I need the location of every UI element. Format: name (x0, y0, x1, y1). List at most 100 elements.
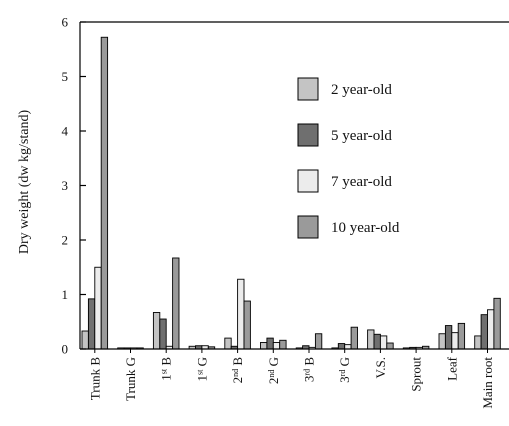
bar (100, 36, 109, 350)
bar (350, 326, 358, 350)
bar (272, 342, 281, 350)
legend-label: 7 year-old (331, 174, 392, 190)
bar-group (438, 322, 466, 350)
bar (279, 339, 287, 350)
bar (373, 333, 381, 350)
bar (451, 332, 459, 350)
x-tick-label: 3rd B (302, 357, 317, 382)
x-tick-label: Main root (480, 357, 495, 409)
x-tick-label-base: 1 (194, 375, 209, 382)
bar (172, 257, 180, 350)
x-tick-label-tail: B (230, 357, 245, 369)
legend-swatch (297, 215, 319, 239)
bar-group (474, 297, 501, 350)
legend-swatch (297, 169, 319, 193)
bar-group (260, 337, 287, 350)
x-tick-label: V.S. (373, 357, 388, 378)
bar-group (367, 329, 394, 350)
y-tick-label: 1 (62, 287, 69, 302)
x-tick-label-tail: B (302, 357, 317, 369)
x-tick-label-superscript: nd (231, 369, 240, 377)
x-tick-label-superscript: rd (338, 370, 347, 377)
bar-group (81, 36, 109, 350)
x-tick-label: 1st B (159, 357, 174, 381)
legend-label: 10 year-old (331, 220, 400, 236)
y-tick-label: 4 (62, 124, 69, 139)
bar-group (224, 278, 251, 350)
bar (224, 337, 232, 350)
y-tick-label: 6 (62, 15, 69, 30)
bar (94, 266, 102, 350)
bar (379, 335, 388, 350)
bar (237, 278, 245, 350)
x-tick-label: Sprout (409, 357, 424, 392)
y-axis-title: Dry weight (dw kg/stand) (17, 110, 32, 255)
bar (438, 333, 446, 350)
bar (487, 309, 495, 350)
bar (81, 330, 89, 350)
legend: 2 year-old 5 year-old 7 year-old 10 year-ol… (297, 77, 400, 239)
bar (243, 300, 251, 350)
x-tick-label-superscript: st (195, 369, 204, 375)
x-tick-label-tail: G (337, 357, 352, 370)
x-tick-label-base: 3 (302, 376, 317, 383)
bar (457, 322, 466, 350)
x-tick-label-base: Sprout (409, 357, 424, 392)
bar (444, 325, 453, 350)
y-tick-label: 2 (62, 233, 69, 248)
y-tick-label: 3 (62, 178, 69, 193)
x-tick-label-tail: B (159, 357, 174, 369)
x-tick-label-base: 2 (266, 378, 281, 385)
legend-label: 5 year-old (331, 128, 392, 144)
bar (386, 342, 394, 350)
bar (474, 335, 482, 350)
legend-label: 2 year-old (331, 82, 392, 98)
bar (314, 333, 323, 350)
legend-item: 5 year-old (297, 123, 392, 147)
x-tick-label: Trunk G (123, 357, 138, 401)
x-tick-label-base: V.S. (373, 357, 388, 378)
x-tick-label: 2nd B (230, 357, 245, 384)
x-tick-label-superscript: nd (266, 370, 275, 378)
legend-item: 7 year-old (297, 169, 392, 193)
x-tick-label-tail: G (194, 357, 209, 370)
x-tick-label-base: Trunk G (123, 357, 138, 401)
legend-item: 2 year-old (297, 77, 392, 101)
x-tick-label-base: Leaf (444, 356, 459, 380)
bar (152, 312, 161, 350)
x-tick-label: 2nd G (266, 357, 281, 384)
x-tick-label-superscript: rd (302, 369, 311, 376)
bar-group (331, 326, 358, 350)
x-tick-label-base: 3 (337, 376, 352, 383)
bar (367, 329, 375, 350)
x-tick-label-superscript: st (159, 368, 168, 374)
x-tick-label-base: 1 (159, 374, 174, 381)
bars-layer (81, 36, 501, 350)
y-tick-label: 0 (62, 342, 69, 357)
x-tick-label: 1st G (194, 357, 209, 381)
y-ticks: 0 1 2 3 4 5 6 (62, 15, 86, 357)
x-tick-label-base: 2 (230, 377, 245, 384)
x-tick-label: 3rd G (337, 357, 352, 383)
x-tick-label-tail: G (266, 357, 281, 370)
x-tick-label-base: Trunk B (87, 357, 102, 401)
bar (344, 344, 352, 350)
bar (266, 337, 274, 350)
x-tick-label: Trunk B (87, 357, 102, 401)
x-tick-label: Leaf (444, 356, 459, 380)
legend-swatch (297, 77, 319, 101)
bar (493, 297, 501, 350)
bar (87, 298, 96, 350)
bar-group (152, 257, 180, 350)
bar (260, 342, 268, 350)
x-tick-label-base: Main root (480, 357, 495, 409)
legend-swatch (297, 123, 319, 147)
y-tick-label: 5 (62, 69, 69, 84)
bar (159, 318, 167, 350)
bar (337, 343, 346, 350)
bar (480, 314, 488, 350)
axes-layer (79, 21, 509, 350)
